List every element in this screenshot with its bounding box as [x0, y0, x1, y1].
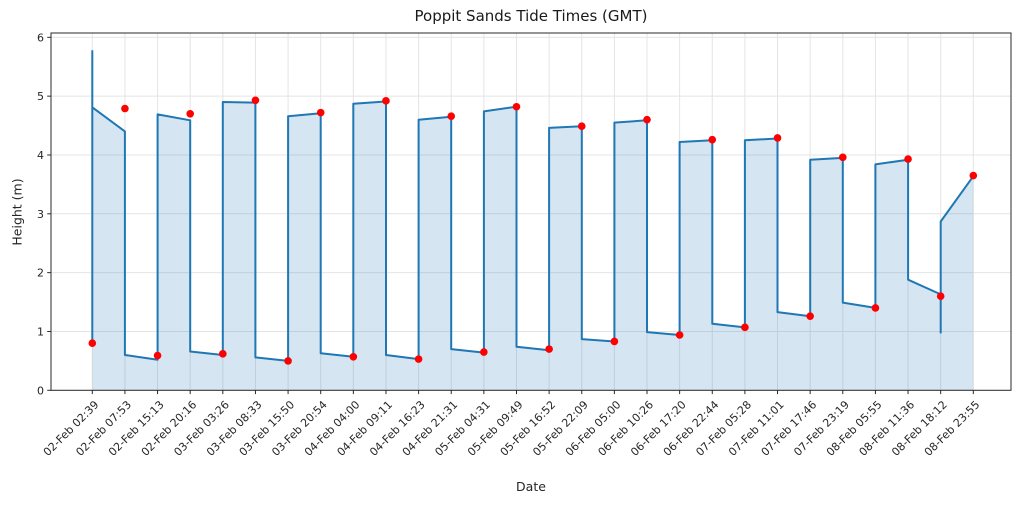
y-tick-label: 3	[37, 208, 44, 221]
y-tick-label: 6	[37, 31, 44, 44]
y-tick-label: 0	[37, 384, 44, 397]
tide-curve-line	[91, 50, 975, 362]
x-axis-title: Date	[516, 479, 546, 494]
tide-extreme-marker	[577, 122, 586, 130]
tide-extreme-marker	[708, 135, 717, 144]
tide-extreme-marker	[675, 331, 684, 339]
tide-extreme-marker	[871, 304, 880, 312]
tide-extreme-marker	[512, 102, 521, 111]
tide-extreme-marker	[447, 112, 456, 120]
tide-extreme-marker	[806, 312, 814, 320]
tide-extreme-marker	[186, 109, 194, 118]
tide-extreme-marker	[349, 352, 358, 361]
tide-extreme-marker	[480, 348, 488, 356]
y-tick-label: 4	[37, 149, 44, 162]
tide-extreme-marker	[382, 97, 390, 105]
x-tick-label: 02-Feb 02:39	[41, 398, 102, 459]
tide-area-fill	[92, 50, 974, 391]
plot-border	[50, 32, 1012, 391]
tide-extreme-marker	[936, 292, 945, 300]
tide-extreme-marker	[121, 104, 129, 113]
tide-extreme-marker	[414, 355, 423, 363]
tide-extreme-marker	[838, 153, 847, 162]
tide-extreme-marker	[610, 337, 619, 346]
tide-extreme-marker	[284, 357, 292, 365]
tide-extreme-marker	[643, 115, 651, 124]
tide-extreme-marker	[969, 171, 978, 180]
tide-extreme-marker	[773, 134, 782, 142]
tide-extreme-marker	[153, 351, 162, 360]
tide-extreme-marker	[88, 339, 97, 348]
tide-extreme-marker	[251, 96, 260, 105]
y-tick-label: 1	[37, 325, 44, 338]
tide-extreme-marker	[219, 350, 227, 358]
tide-extreme-marker	[545, 345, 553, 353]
y-axis-title: Height (m)	[9, 178, 25, 246]
tide-extreme-marker	[316, 108, 325, 117]
tide-extreme-marker	[904, 155, 912, 163]
y-tick-label: 2	[37, 267, 44, 280]
chart-title: Poppit Sands Tide Times (GMT)	[414, 7, 648, 25]
tide-extreme-marker	[741, 323, 749, 332]
y-tick-label: 5	[37, 90, 44, 103]
